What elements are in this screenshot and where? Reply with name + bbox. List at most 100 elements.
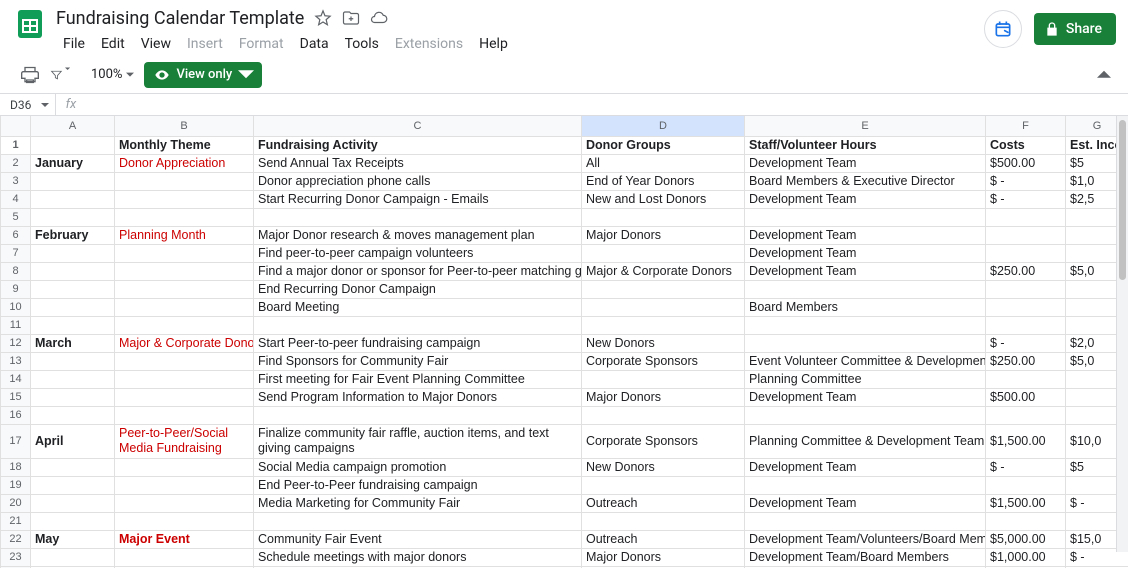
cell[interactable]: Outreach [582, 494, 745, 512]
row-header[interactable]: 4 [1, 190, 31, 208]
row-header[interactable]: 5 [1, 208, 31, 226]
menu-tools[interactable]: Tools [338, 32, 386, 56]
cell[interactable] [115, 298, 254, 316]
row-header[interactable]: 14 [1, 370, 31, 388]
cell[interactable] [745, 280, 986, 298]
cell[interactable]: Major Donors [582, 548, 745, 566]
row-header[interactable]: 17 [1, 424, 31, 458]
cell[interactable]: Corporate Sponsors [582, 424, 745, 458]
cell[interactable]: Outreach [582, 530, 745, 548]
cell[interactable] [31, 244, 115, 262]
cell[interactable] [115, 548, 254, 566]
cell[interactable] [745, 406, 986, 424]
col-header-A[interactable]: A [31, 116, 115, 136]
cell[interactable] [115, 476, 254, 494]
cell[interactable] [115, 512, 254, 530]
cell[interactable] [254, 512, 582, 530]
cell[interactable]: April [31, 424, 115, 458]
cell[interactable] [31, 476, 115, 494]
share-button[interactable]: Share [1034, 13, 1116, 45]
cell[interactable]: Development Team [745, 190, 986, 208]
cell[interactable] [745, 334, 986, 352]
cell[interactable]: Donor Appreciation [115, 154, 254, 172]
cell[interactable] [115, 262, 254, 280]
cell[interactable] [986, 476, 1066, 494]
cell[interactable] [31, 548, 115, 566]
cell[interactable] [31, 458, 115, 476]
cell[interactable]: Development Team [745, 154, 986, 172]
row-header[interactable]: 8 [1, 262, 31, 280]
cell[interactable]: All [582, 154, 745, 172]
cell[interactable] [115, 208, 254, 226]
cell[interactable]: Event Volunteer Committee & Development … [745, 352, 986, 370]
cell[interactable] [582, 512, 745, 530]
cell[interactable] [582, 476, 745, 494]
cell[interactable] [31, 280, 115, 298]
cell[interactable] [745, 316, 986, 334]
cell[interactable]: New Donors [582, 334, 745, 352]
cell[interactable]: Finalize community fair raffle, auction … [254, 424, 582, 458]
cell[interactable]: Development Team [745, 226, 986, 244]
cell[interactable]: May [31, 530, 115, 548]
cell[interactable]: Major & Corporate Donors [115, 334, 254, 352]
cell[interactable] [31, 388, 115, 406]
cell[interactable] [115, 458, 254, 476]
cell[interactable]: Monthly Theme [115, 136, 254, 154]
cell[interactable] [986, 298, 1066, 316]
cell[interactable]: Community Fair Event [254, 530, 582, 548]
cell[interactable] [31, 208, 115, 226]
cell[interactable]: End Recurring Donor Campaign [254, 280, 582, 298]
cell[interactable]: Corporate Sponsors [582, 352, 745, 370]
row-header[interactable]: 6 [1, 226, 31, 244]
cell[interactable]: Social Media campaign promotion [254, 458, 582, 476]
cell[interactable]: Find peer-to-peer campaign volunteers [254, 244, 582, 262]
cell[interactable] [986, 226, 1066, 244]
zoom-dropdown[interactable]: 100% [91, 67, 134, 82]
cell[interactable]: Development Team [745, 262, 986, 280]
cell[interactable] [31, 316, 115, 334]
cell[interactable]: $250.00 [986, 352, 1066, 370]
cell[interactable]: First meeting for Fair Event Planning Co… [254, 370, 582, 388]
col-header-F[interactable]: F [986, 116, 1066, 136]
row-header[interactable]: 3 [1, 172, 31, 190]
cell[interactable] [582, 298, 745, 316]
row-header[interactable]: 2 [1, 154, 31, 172]
cell[interactable]: Board Members [745, 298, 986, 316]
cell[interactable] [986, 280, 1066, 298]
cell[interactable]: Major & Corporate Donors [582, 262, 745, 280]
cell[interactable] [31, 136, 115, 154]
row-header[interactable]: 1 [1, 136, 31, 154]
row-header[interactable]: 22 [1, 530, 31, 548]
print-icon[interactable] [20, 65, 40, 85]
cell[interactable]: Media Marketing for Community Fair [254, 494, 582, 512]
row-header[interactable]: 20 [1, 494, 31, 512]
cell[interactable]: Peer-to-Peer/Social Media Fundraising [115, 424, 254, 458]
cell[interactable] [31, 298, 115, 316]
spreadsheet-viewport[interactable]: ABCDEFG 1Monthly ThemeFundraising Activi… [0, 116, 1128, 568]
cell[interactable]: End of Year Donors [582, 172, 745, 190]
cell[interactable] [31, 352, 115, 370]
cell[interactable] [115, 388, 254, 406]
menu-view[interactable]: View [134, 32, 178, 56]
cloud-status-icon[interactable] [370, 9, 388, 27]
cell[interactable]: Development Team [745, 388, 986, 406]
star-icon[interactable] [314, 9, 332, 27]
cell[interactable]: Development Team [745, 244, 986, 262]
cell[interactable]: Fundraising Activity [254, 136, 582, 154]
row-header[interactable]: 13 [1, 352, 31, 370]
cell[interactable] [986, 370, 1066, 388]
row-header[interactable]: 12 [1, 334, 31, 352]
cell[interactable] [31, 512, 115, 530]
col-header-C[interactable]: C [254, 116, 582, 136]
cell[interactable] [986, 316, 1066, 334]
doc-title[interactable]: Fundraising Calendar Template [56, 8, 304, 29]
cell[interactable] [31, 172, 115, 190]
cell[interactable]: Find Sponsors for Community Fair [254, 352, 582, 370]
cell[interactable]: February [31, 226, 115, 244]
cell[interactable] [31, 190, 115, 208]
col-header-B[interactable]: B [115, 116, 254, 136]
cell[interactable]: $ - [986, 190, 1066, 208]
cell[interactable] [31, 370, 115, 388]
row-header[interactable]: 16 [1, 406, 31, 424]
vertical-scrollbar[interactable] [1116, 116, 1128, 552]
